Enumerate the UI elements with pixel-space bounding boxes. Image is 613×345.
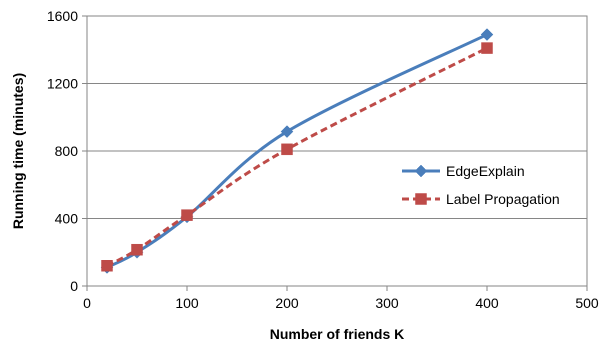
x-tick-label-0: 0: [83, 295, 91, 311]
x-axis-ticks: 0 100 200 300 400 500: [83, 286, 599, 311]
y-axis-ticks: 0 400 800 1200 1600: [47, 8, 87, 294]
grid-lines: [87, 83, 587, 219]
legend-marker-0: [414, 164, 428, 178]
x-tick-label-1: 100: [175, 295, 199, 311]
series-1-point-1: [131, 243, 143, 256]
series-0-point-3: [280, 125, 294, 138]
series-1: [101, 42, 493, 272]
y-tick-label-3: 1200: [47, 76, 78, 92]
series-layer: [100, 28, 494, 274]
x-tick-label-2: 200: [275, 295, 299, 311]
y-tick-label-1: 400: [55, 211, 79, 227]
x-axis-title: Number of friends K: [270, 326, 405, 342]
series-1-point-2: [181, 209, 193, 221]
x-tick-label-4: 400: [475, 295, 499, 311]
y-axis-title: Running time (minutes): [10, 73, 26, 229]
series-0-point-4: [480, 28, 494, 41]
x-tick-label-5: 500: [575, 295, 599, 311]
y-tick-label-0: 0: [70, 278, 78, 294]
series-1-point-4: [481, 42, 493, 54]
legend-label-1: Label Propagation: [446, 191, 560, 207]
y-tick-label-4: 1600: [47, 8, 78, 24]
y-tick-label-2: 800: [55, 143, 79, 159]
series-1-point-0: [101, 260, 113, 272]
legend-label-0: EdgeExplain: [446, 163, 525, 179]
legend: EdgeExplain Label Propagation: [402, 163, 560, 207]
series-1-point-3: [281, 143, 293, 156]
x-tick-label-3: 300: [375, 295, 399, 311]
legend-marker-1: [415, 193, 427, 205]
